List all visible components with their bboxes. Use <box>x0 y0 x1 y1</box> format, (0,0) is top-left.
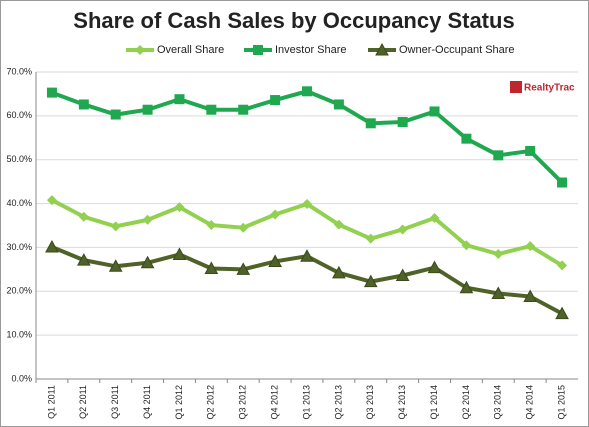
marker <box>78 99 89 110</box>
marker <box>204 261 219 274</box>
marker <box>238 104 249 115</box>
marker <box>493 150 504 161</box>
x-tick-label: Q1 2015 <box>556 385 566 420</box>
marker <box>429 106 440 117</box>
marker <box>206 220 217 231</box>
x-tick-label: Q3 2012 <box>238 385 248 420</box>
marker <box>491 286 506 299</box>
marker <box>46 195 57 206</box>
marker <box>110 109 121 120</box>
marker <box>172 247 187 260</box>
x-tick-label: Q4 2011 <box>142 385 152 419</box>
marker <box>375 42 389 56</box>
legend-label: Overall Share <box>157 44 224 56</box>
x-tick-label: Q2 2011 <box>78 385 88 419</box>
logo-box <box>508 79 566 95</box>
x-tick-label: Q1 2012 <box>174 385 184 420</box>
x-tick-label: Q1 2013 <box>301 385 311 420</box>
marker <box>206 104 217 115</box>
marker <box>397 224 408 235</box>
x-tick-label: Q2 2012 <box>206 385 216 420</box>
marker <box>45 239 59 253</box>
marker <box>110 221 121 232</box>
marker <box>236 262 251 275</box>
marker <box>525 241 536 252</box>
x-tick-label: Q3 2014 <box>493 385 503 420</box>
y-tick-label: 20.0% <box>6 286 32 296</box>
marker <box>461 240 472 251</box>
marker <box>46 87 57 98</box>
marker <box>523 289 538 303</box>
marker <box>333 99 344 110</box>
marker <box>135 45 145 55</box>
marker <box>270 209 281 220</box>
marker <box>302 199 312 210</box>
chart-title: Share of Cash Sales by Occupancy Status <box>73 8 514 33</box>
marker <box>365 233 376 244</box>
marker <box>557 177 568 188</box>
marker <box>397 116 408 127</box>
x-tick-label: Q3 2011 <box>110 385 120 419</box>
x-tick-label: Q3 2013 <box>365 385 375 420</box>
marker <box>302 86 312 97</box>
y-tick-label: 10.0% <box>6 330 32 340</box>
marker <box>300 249 314 262</box>
y-tick-label: 60.0% <box>6 110 32 120</box>
marker <box>333 219 344 230</box>
marker <box>427 260 442 274</box>
marker <box>395 268 410 281</box>
x-tick-label: Q4 2012 <box>269 385 279 420</box>
marker <box>557 260 568 271</box>
legend-label: Investor Share <box>275 44 347 56</box>
marker <box>429 213 440 224</box>
x-tick-label: Q2 2014 <box>461 385 471 420</box>
marker <box>459 280 474 294</box>
marker <box>76 253 91 266</box>
marker <box>525 145 536 156</box>
x-tick-label: Q1 2014 <box>429 385 439 420</box>
y-tick-label: 0.0% <box>11 373 32 383</box>
marker <box>174 94 185 105</box>
y-tick-label: 30.0% <box>6 242 32 252</box>
marker <box>142 104 153 115</box>
marker <box>174 202 185 213</box>
marker <box>140 255 155 269</box>
marker <box>253 45 263 55</box>
marker <box>461 133 472 144</box>
marker <box>268 254 282 267</box>
marker <box>493 249 504 260</box>
x-tick-label: Q2 2013 <box>333 385 343 420</box>
marker <box>108 259 123 272</box>
marker <box>78 211 89 222</box>
legend-label: Owner-Occupant Share <box>399 44 515 56</box>
marker <box>270 95 281 106</box>
x-tick-label: Q4 2013 <box>397 385 407 420</box>
marker <box>238 222 249 233</box>
marker <box>365 118 376 129</box>
y-tick-label: 40.0% <box>6 198 32 208</box>
y-tick-label: 70.0% <box>6 66 32 76</box>
x-tick-label: Q4 2014 <box>525 385 535 420</box>
marker <box>555 306 569 320</box>
logo-icon <box>510 81 522 93</box>
y-tick-label: 50.0% <box>6 154 32 164</box>
marker <box>363 274 378 288</box>
marker <box>142 214 153 225</box>
marker <box>332 265 346 279</box>
x-tick-label: Q1 2011 <box>46 385 56 419</box>
logo: RealtyTrac <box>524 83 575 94</box>
